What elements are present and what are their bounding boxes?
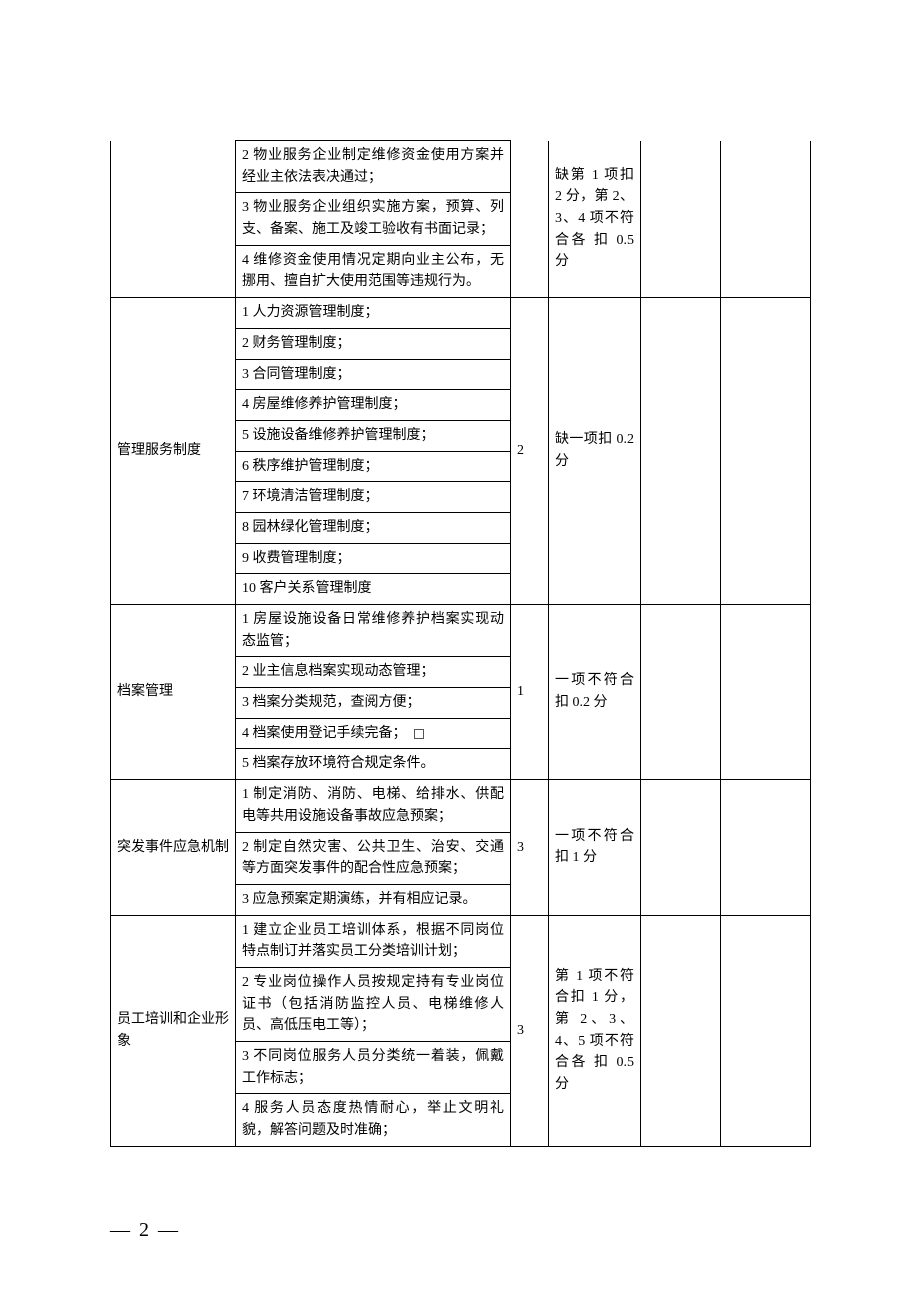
- blank-cell: [641, 141, 721, 298]
- item-cell: 4 房屋维修养护管理制度；: [236, 390, 511, 421]
- score-cell: 2: [511, 298, 549, 605]
- item-cell: 10 客户关系管理制度: [236, 574, 511, 605]
- item-cell: 5 档案存放环境符合规定条件。: [236, 749, 511, 780]
- table-row: 突发事件应急机制 1 制定消防、消防、电梯、给排水、供配电等共用设施设备事故应急…: [111, 780, 811, 832]
- item-cell: 7 环境清洁管理制度；: [236, 482, 511, 513]
- blank-cell: [641, 298, 721, 605]
- blank-cell: [641, 605, 721, 780]
- standard-cell: 一项不符合扣 1 分: [549, 780, 641, 915]
- item-cell: 1 人力资源管理制度；: [236, 298, 511, 329]
- item-cell: 3 应急预案定期演练，并有相应记录。: [236, 884, 511, 915]
- item-cell: 1 建立企业员工培训体系，根据不同岗位特点制订并落实员工分类培训计划；: [236, 915, 511, 967]
- score-cell: 3: [511, 780, 549, 915]
- blank-cell: [641, 780, 721, 915]
- blank-cell: [721, 141, 811, 298]
- standard-cell: 一项不符合扣 0.2 分: [549, 605, 641, 780]
- item-cell: 1 制定消防、消防、电梯、给排水、供配电等共用设施设备事故应急预案；: [236, 780, 511, 832]
- assessment-table: 2 物业服务企业制定维修资金使用方案并经业主依法表决通过； 缺第 1 项扣 2 …: [110, 140, 811, 1147]
- item-text: 4 档案使用登记手续完备；: [242, 726, 407, 741]
- item-cell: 3 合同管理制度；: [236, 359, 511, 390]
- table-row: 2 物业服务企业制定维修资金使用方案并经业主依法表决通过； 缺第 1 项扣 2 …: [111, 141, 811, 193]
- score-cell: 3: [511, 915, 549, 1146]
- category-cell: [111, 141, 236, 298]
- category-cell: 员工培训和企业形象: [111, 915, 236, 1146]
- item-cell: 4 维修资金使用情况定期向业主公布，无挪用、擅自扩大使用范围等违规行为。: [236, 245, 511, 297]
- table-row: 员工培训和企业形象 1 建立企业员工培训体系，根据不同岗位特点制订并落实员工分类…: [111, 915, 811, 967]
- standard-cell: 缺第 1 项扣 2 分，第 2、3、4 项不符合各 扣 0.5 分: [549, 141, 641, 298]
- item-cell: 2 物业服务企业制定维修资金使用方案并经业主依法表决通过；: [236, 141, 511, 193]
- table-row: 档案管理 1 房屋设施设备日常维修养护档案实现动态监管； 1 一项不符合扣 0.…: [111, 605, 811, 657]
- item-cell: 1 房屋设施设备日常维修养护档案实现动态监管；: [236, 605, 511, 657]
- item-cell: 3 档案分类规范，查阅方便；: [236, 688, 511, 719]
- item-cell: 8 园林绿化管理制度；: [236, 512, 511, 543]
- item-cell: 4 档案使用登记手续完备；: [236, 718, 511, 749]
- item-cell: 3 不同岗位服务人员分类统一着装，佩戴工作标志；: [236, 1042, 511, 1094]
- item-cell: 2 财务管理制度；: [236, 328, 511, 359]
- blank-cell: [721, 605, 811, 780]
- item-cell: 9 收费管理制度；: [236, 543, 511, 574]
- item-cell: 2 制定自然灾害、公共卫生、治安、交通等方面突发事件的配合性应急预案；: [236, 832, 511, 884]
- item-cell: 2 业主信息档案实现动态管理；: [236, 657, 511, 688]
- score-cell: 1: [511, 605, 549, 780]
- item-cell: 5 设施设备维修养护管理制度；: [236, 420, 511, 451]
- standard-cell: 第 1 项不符合扣 1 分，第 2、3、4、5 项不符合各 扣 0.5 分: [549, 915, 641, 1146]
- document-page: 2 物业服务企业制定维修资金使用方案并经业主依法表决通过； 缺第 1 项扣 2 …: [0, 0, 920, 1302]
- checkbox-marker-icon: [414, 729, 424, 739]
- page-number: — 2 —: [110, 1219, 180, 1242]
- item-cell: 4 服务人员态度热情耐心，举止文明礼貌，解答问题及时准确；: [236, 1094, 511, 1146]
- score-cell: [511, 141, 549, 298]
- item-cell: 3 物业服务企业组织实施方案，预算、列支、备案、施工及竣工验收有书面记录；: [236, 193, 511, 245]
- category-cell: 管理服务制度: [111, 298, 236, 605]
- blank-cell: [641, 915, 721, 1146]
- blank-cell: [721, 915, 811, 1146]
- blank-cell: [721, 298, 811, 605]
- item-cell: 6 秩序维护管理制度；: [236, 451, 511, 482]
- standard-cell: 缺一项扣 0.2 分: [549, 298, 641, 605]
- blank-cell: [721, 780, 811, 915]
- category-cell: 档案管理: [111, 605, 236, 780]
- item-cell: 2 专业岗位操作人员按规定持有专业岗位证书（包括消防监控人员、电梯维修人员、高低…: [236, 967, 511, 1041]
- category-cell: 突发事件应急机制: [111, 780, 236, 915]
- table-row: 管理服务制度 1 人力资源管理制度； 2 缺一项扣 0.2 分: [111, 298, 811, 329]
